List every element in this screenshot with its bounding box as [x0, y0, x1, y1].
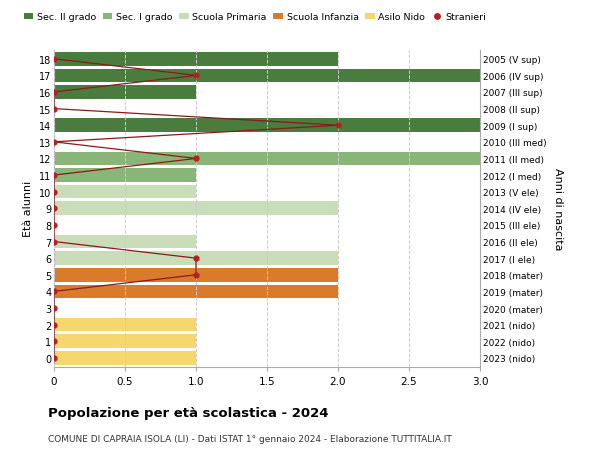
Bar: [54, 202, 338, 216]
Bar: [54, 252, 338, 265]
Bar: [54, 335, 196, 348]
Bar: [54, 235, 196, 249]
Bar: [54, 69, 480, 83]
Bar: [54, 351, 196, 365]
Bar: [54, 86, 196, 100]
Bar: [54, 119, 480, 133]
Bar: [54, 53, 338, 67]
Bar: [54, 152, 480, 166]
Bar: [54, 169, 196, 183]
Y-axis label: Anni di nascita: Anni di nascita: [553, 168, 563, 250]
Bar: [54, 269, 338, 282]
Bar: [54, 318, 196, 332]
Legend: Sec. II grado, Sec. I grado, Scuola Primaria, Scuola Infanzia, Asilo Nido, Stran: Sec. II grado, Sec. I grado, Scuola Prim…: [20, 9, 490, 26]
Bar: [54, 285, 338, 298]
Text: COMUNE DI CAPRAIA ISOLA (LI) - Dati ISTAT 1° gennaio 2024 - Elaborazione TUTTITA: COMUNE DI CAPRAIA ISOLA (LI) - Dati ISTA…: [48, 434, 452, 443]
Y-axis label: Età alunni: Età alunni: [23, 181, 33, 237]
Bar: [54, 185, 196, 199]
Text: Popolazione per età scolastica - 2024: Popolazione per età scolastica - 2024: [48, 406, 329, 419]
